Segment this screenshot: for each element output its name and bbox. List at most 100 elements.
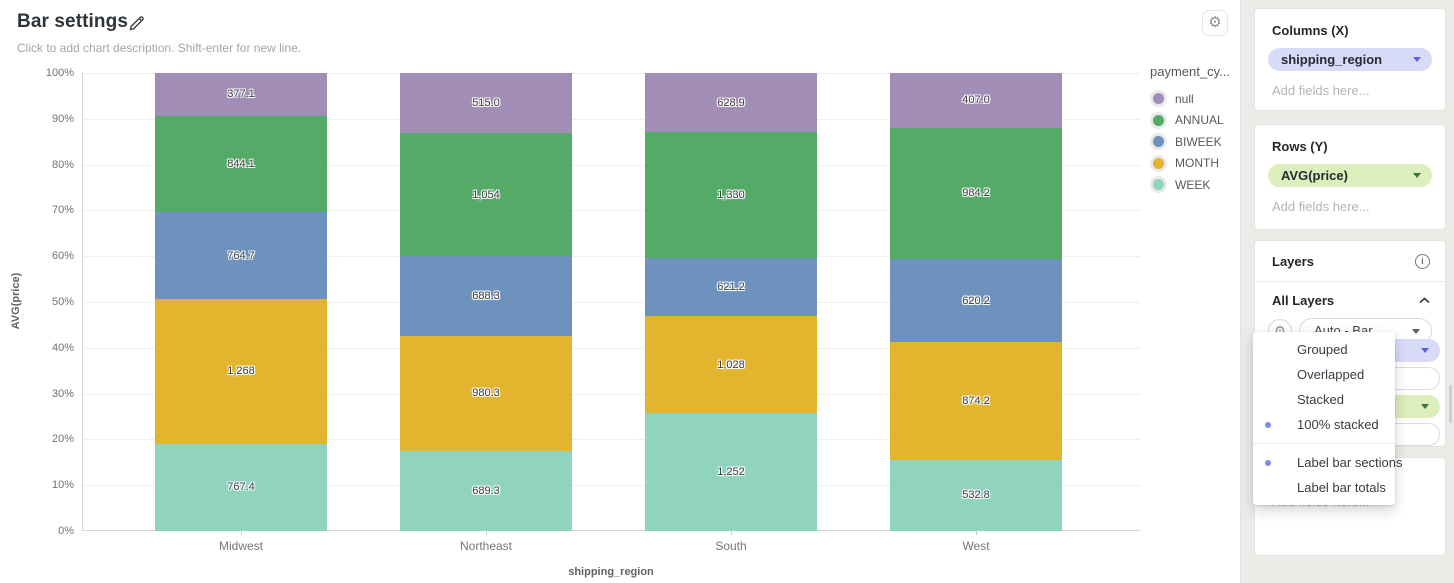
menu-item-label-bar-sections[interactable]: Label bar sections	[1253, 450, 1403, 475]
chevron-down-icon	[1421, 404, 1429, 409]
gridline	[83, 73, 1141, 74]
chart-settings-gear-icon[interactable]: ⚙	[1202, 10, 1228, 36]
menu-item-stacked[interactable]: Stacked	[1297, 392, 1344, 407]
x-axis-category-label: Northeast	[459, 539, 513, 553]
bar-segment[interactable]: 764.7	[155, 212, 327, 300]
y-tick-label: 0%	[58, 525, 74, 537]
bar-northeast[interactable]: 515.0 1,054 688.3 980.3 689.3	[400, 73, 572, 531]
divider	[1255, 281, 1445, 282]
columns-x-card: Columns (X) shipping_region Add fields h…	[1254, 8, 1446, 111]
menu-divider	[1253, 443, 1395, 444]
menu-item-overlapped[interactable]: Overlapped	[1297, 367, 1365, 382]
bar-south[interactable]: 628.9 1,330 621.2 1,028 1,252	[645, 73, 817, 531]
gridline	[83, 302, 1141, 303]
bar-segment[interactable]: 1,028	[645, 316, 817, 413]
bar-value-label: 689.3	[472, 484, 500, 497]
bar-type-menu: Grouped Overlapped Stacked 100% stacked Labe…	[1253, 332, 1403, 505]
x-tick-mark	[241, 531, 242, 535]
legend-item-label: WEEK	[1175, 177, 1211, 192]
menu-item-label-bar-totals[interactable]: Label bar totals	[1297, 480, 1386, 495]
gridline	[83, 118, 1141, 120]
x-tick-mark	[731, 531, 732, 535]
bar-midwest[interactable]: 377.1 844.1 764.7 1,268 767.4	[155, 73, 327, 531]
legend-swatch-icon	[1153, 157, 1164, 169]
bar-segment[interactable]: 628.9	[645, 73, 817, 133]
bar-segment[interactable]: 1,330	[645, 132, 817, 258]
y-tick-label: 60%	[51, 250, 74, 263]
page-title[interactable]: Bar settings	[17, 11, 129, 32]
bar-value-label: 688.3	[472, 290, 500, 303]
y-tick-label: 80%	[51, 158, 74, 171]
bar-segment[interactable]: 688.3	[400, 255, 572, 337]
bar-value-label: 628.9	[717, 96, 745, 109]
row-field-label: AVG(price)	[1281, 168, 1348, 183]
columns-add-fields-dropzone[interactable]: Add fields here...	[1272, 83, 1370, 98]
gridline	[83, 256, 1141, 258]
bar-value-label: 1,268	[227, 365, 255, 378]
legend-swatch-icon	[1153, 179, 1164, 191]
chevron-down-icon[interactable]	[1413, 173, 1421, 178]
columns-x-title: Columns (X)	[1272, 23, 1349, 38]
bar-segment[interactable]: 621.2	[645, 257, 817, 317]
edit-title-pencil-icon[interactable]	[127, 13, 147, 33]
bar-value-label: 980.3	[472, 387, 500, 400]
bar-segment[interactable]: 620.2	[890, 259, 1062, 343]
legend-item[interactable]: WEEK	[1150, 174, 1242, 196]
bar-segment[interactable]: 1,268	[155, 299, 327, 444]
rows-add-fields-dropzone[interactable]: Add fields here...	[1272, 199, 1370, 214]
y-tick-label: 40%	[51, 341, 74, 354]
bar-segment[interactable]: 407.0	[890, 73, 1062, 128]
all-layers-label: All Layers	[1272, 292, 1335, 308]
bar-west[interactable]: 407.0 984.2 620.2 874.2 532.8	[890, 73, 1062, 531]
bar-segment[interactable]: 1,252	[645, 412, 817, 531]
column-field-pill[interactable]: shipping_region	[1268, 48, 1432, 71]
bar-segment[interactable]: 980.3	[400, 336, 572, 451]
x-axis-category-label: West	[962, 539, 990, 553]
x-axis-title: shipping_region	[568, 566, 654, 578]
bar-segment[interactable]: 844.1	[155, 115, 327, 213]
gridline	[83, 485, 1141, 487]
bar-value-label: 407.0	[962, 94, 990, 107]
y-tick-label: 20%	[51, 433, 74, 446]
x-axis-category-label: South	[715, 539, 747, 553]
menu-item-100-stacked[interactable]: 100% stacked	[1253, 412, 1395, 437]
info-icon[interactable]: i	[1415, 254, 1430, 269]
bar-value-label: 767.4	[227, 481, 255, 494]
sidebar-scrollbar[interactable]	[1449, 385, 1452, 423]
bar-value-label: 620.2	[962, 294, 990, 307]
bar-value-label: 1,054	[472, 188, 500, 201]
legend-item[interactable]: MONTH	[1150, 153, 1242, 175]
chevron-down-icon	[1421, 348, 1429, 353]
bar-value-label: 874.2	[962, 395, 990, 408]
bar-segment[interactable]: 377.1	[155, 73, 327, 116]
legend-swatch-icon	[1153, 136, 1164, 148]
chart-plot-area	[82, 73, 1141, 531]
legend-title: payment_cy...	[1150, 64, 1230, 79]
chart-legend: payment_cy... null ANNUAL BIWEEK MONTH WEEK	[1150, 64, 1242, 196]
gridline	[83, 210, 1141, 212]
legend-item-label: MONTH	[1175, 156, 1219, 171]
bar-segment[interactable]: 689.3	[400, 450, 572, 531]
y-tick-label: 30%	[51, 387, 74, 400]
selected-dot-icon	[1265, 421, 1271, 428]
bar-segment[interactable]: 984.2	[890, 127, 1062, 260]
bar-segment[interactable]: 515.0	[400, 73, 572, 134]
column-field-label: shipping_region	[1281, 52, 1383, 67]
bar-segment[interactable]: 874.2	[890, 342, 1062, 460]
chart-description-placeholder[interactable]: Click to add chart description. Shift-en…	[17, 41, 302, 55]
y-tick-label: 70%	[51, 204, 74, 217]
legend-item[interactable]: null	[1150, 88, 1242, 110]
layers-title: Layers	[1272, 254, 1314, 269]
bar-value-label: 984.2	[962, 187, 990, 200]
bar-segment[interactable]: 1,054	[400, 133, 572, 256]
legend-item[interactable]: ANNUAL	[1150, 110, 1242, 132]
bar-segment[interactable]: 767.4	[155, 443, 327, 531]
collapse-chevron-up-icon[interactable]	[1419, 291, 1430, 309]
row-field-pill[interactable]: AVG(price)	[1268, 164, 1432, 187]
legend-item[interactable]: BIWEEK	[1150, 131, 1242, 153]
chevron-down-icon[interactable]	[1413, 57, 1421, 62]
bar-value-label: 515.0	[472, 97, 500, 110]
legend-item-label: ANNUAL	[1175, 113, 1224, 128]
menu-item-grouped[interactable]: Grouped	[1297, 342, 1348, 357]
bar-segment[interactable]: 532.8	[890, 459, 1062, 531]
